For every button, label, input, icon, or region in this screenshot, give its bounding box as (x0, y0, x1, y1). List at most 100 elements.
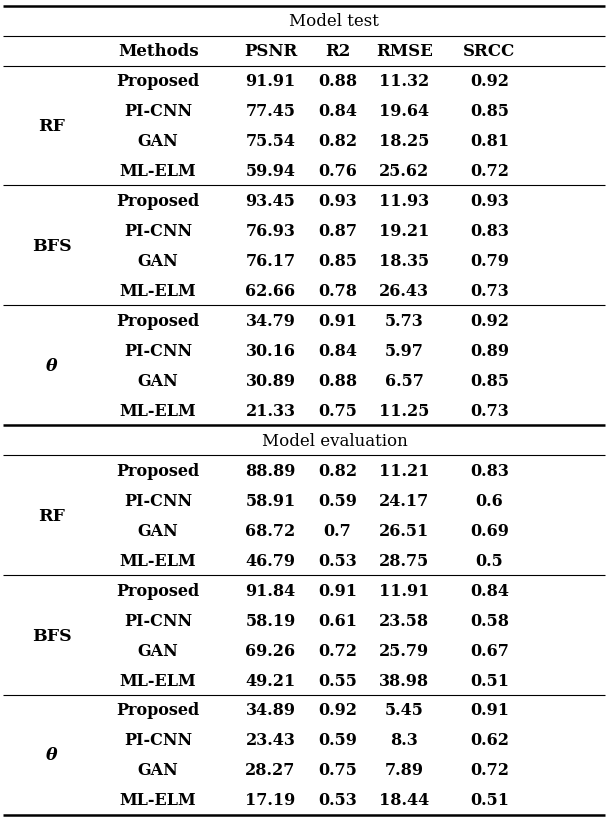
Text: 34.79: 34.79 (246, 312, 295, 329)
Text: 0.82: 0.82 (318, 133, 357, 150)
Text: 30.16: 30.16 (246, 342, 295, 360)
Text: 93.45: 93.45 (246, 192, 295, 210)
Text: 0.7: 0.7 (323, 522, 351, 539)
Text: Proposed: Proposed (117, 73, 199, 90)
Text: 38.98: 38.98 (379, 672, 429, 689)
Text: 0.51: 0.51 (470, 791, 509, 808)
Text: 5.97: 5.97 (385, 342, 424, 360)
Text: R2: R2 (325, 43, 350, 60)
Text: 88.89: 88.89 (246, 462, 295, 479)
Text: GAN: GAN (137, 252, 179, 269)
Text: 11.91: 11.91 (379, 581, 429, 599)
Text: ML-ELM: ML-ELM (120, 402, 196, 419)
Text: 0.85: 0.85 (318, 252, 357, 269)
Text: 0.79: 0.79 (470, 252, 509, 269)
Text: GAN: GAN (137, 762, 179, 779)
Text: 26.51: 26.51 (379, 522, 429, 539)
Text: 18.44: 18.44 (379, 791, 429, 808)
Text: 0.91: 0.91 (470, 702, 509, 718)
Text: RF: RF (38, 118, 65, 135)
Text: 59.94: 59.94 (246, 163, 295, 179)
Text: 18.25: 18.25 (379, 133, 429, 150)
Text: ML-ELM: ML-ELM (120, 283, 196, 300)
Text: 76.93: 76.93 (246, 223, 295, 240)
Text: 0.72: 0.72 (470, 163, 509, 179)
Text: PSNR: PSNR (244, 43, 297, 60)
Text: Proposed: Proposed (117, 462, 199, 479)
Text: 0.93: 0.93 (470, 192, 509, 210)
Text: 0.69: 0.69 (470, 522, 509, 539)
Text: 5.45: 5.45 (385, 702, 424, 718)
Text: 0.88: 0.88 (318, 373, 357, 389)
Text: 46.79: 46.79 (246, 552, 295, 569)
Text: 49.21: 49.21 (246, 672, 295, 689)
Text: 26.43: 26.43 (379, 283, 429, 300)
Text: Proposed: Proposed (117, 581, 199, 599)
Text: Methods: Methods (118, 43, 198, 60)
Text: GAN: GAN (137, 373, 179, 389)
Text: 0.93: 0.93 (318, 192, 357, 210)
Text: Proposed: Proposed (117, 702, 199, 718)
Text: GAN: GAN (137, 642, 179, 658)
Text: 0.89: 0.89 (470, 342, 509, 360)
Text: 0.53: 0.53 (318, 552, 357, 569)
Text: 0.6: 0.6 (475, 492, 503, 509)
Text: 19.64: 19.64 (379, 103, 429, 120)
Text: 0.81: 0.81 (470, 133, 509, 150)
Text: 17.19: 17.19 (246, 791, 295, 808)
Text: 23.43: 23.43 (246, 731, 295, 749)
Text: 0.53: 0.53 (318, 791, 357, 808)
Text: 0.61: 0.61 (318, 612, 357, 629)
Text: 28.75: 28.75 (379, 552, 429, 569)
Text: Model evaluation: Model evaluation (261, 432, 407, 449)
Text: 0.51: 0.51 (470, 672, 509, 689)
Text: 0.85: 0.85 (470, 103, 509, 120)
Text: BFS: BFS (32, 627, 72, 644)
Text: GAN: GAN (137, 522, 179, 539)
Text: Model test: Model test (289, 13, 379, 30)
Text: RMSE: RMSE (376, 43, 433, 60)
Text: 11.32: 11.32 (379, 73, 429, 90)
Text: θ: θ (46, 747, 58, 763)
Text: 0.91: 0.91 (318, 581, 357, 599)
Text: PI-CNN: PI-CNN (124, 223, 192, 240)
Text: 0.55: 0.55 (318, 672, 357, 689)
Text: BFS: BFS (32, 238, 72, 255)
Text: Proposed: Proposed (117, 192, 199, 210)
Text: 25.62: 25.62 (379, 163, 429, 179)
Text: SRCC: SRCC (463, 43, 516, 60)
Text: 0.75: 0.75 (318, 762, 357, 779)
Text: 11.21: 11.21 (379, 462, 430, 479)
Text: θ: θ (46, 357, 58, 374)
Text: ML-ELM: ML-ELM (120, 163, 196, 179)
Text: 58.19: 58.19 (246, 612, 295, 629)
Text: 69.26: 69.26 (246, 642, 295, 658)
Text: 0.83: 0.83 (470, 462, 509, 479)
Text: 0.84: 0.84 (470, 581, 509, 599)
Text: 77.45: 77.45 (246, 103, 295, 120)
Text: ML-ELM: ML-ELM (120, 672, 196, 689)
Text: PI-CNN: PI-CNN (124, 342, 192, 360)
Text: 75.54: 75.54 (246, 133, 295, 150)
Text: 0.59: 0.59 (318, 492, 357, 509)
Text: 91.91: 91.91 (246, 73, 295, 90)
Text: 0.87: 0.87 (318, 223, 357, 240)
Text: Proposed: Proposed (117, 312, 199, 329)
Text: 0.85: 0.85 (470, 373, 509, 389)
Text: PI-CNN: PI-CNN (124, 612, 192, 629)
Text: 7.89: 7.89 (385, 762, 424, 779)
Text: 23.58: 23.58 (379, 612, 429, 629)
Text: 24.17: 24.17 (379, 492, 429, 509)
Text: PI-CNN: PI-CNN (124, 103, 192, 120)
Text: 0.73: 0.73 (470, 402, 509, 419)
Text: ML-ELM: ML-ELM (120, 552, 196, 569)
Text: 28.27: 28.27 (246, 762, 295, 779)
Text: 5.73: 5.73 (385, 312, 424, 329)
Text: 34.89: 34.89 (246, 702, 295, 718)
Text: 0.84: 0.84 (318, 103, 357, 120)
Text: 0.92: 0.92 (318, 702, 357, 718)
Text: 6.57: 6.57 (385, 373, 424, 389)
Text: 0.75: 0.75 (318, 402, 357, 419)
Text: 0.72: 0.72 (470, 762, 509, 779)
Text: 25.79: 25.79 (379, 642, 429, 658)
